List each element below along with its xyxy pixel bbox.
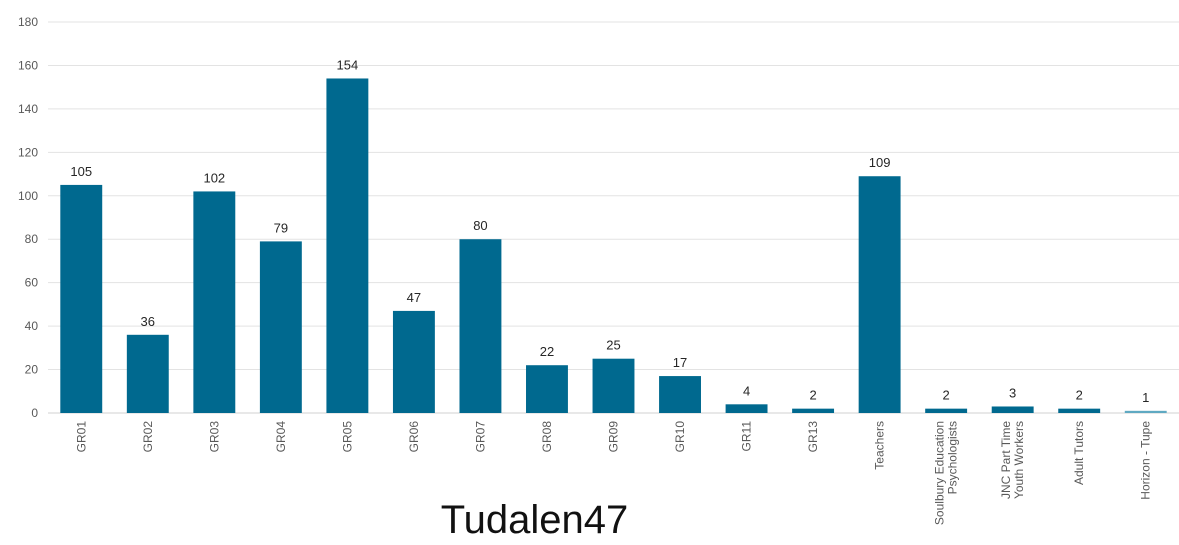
x-category-label: Horizon - Tupe xyxy=(1139,421,1153,500)
data-label: 2 xyxy=(943,388,950,403)
bars xyxy=(60,78,1167,413)
bar-gr09 xyxy=(592,358,635,413)
y-tick-label: 140 xyxy=(18,102,38,116)
data-label: 2 xyxy=(809,388,816,403)
x-category-label: JNC Part Time Youth Workers xyxy=(999,421,1026,499)
x-category-label-line: GR04 xyxy=(274,421,288,453)
page-watermark: Tudalen47 xyxy=(0,500,1179,540)
x-category-label: GR01 xyxy=(74,421,88,453)
data-label: 2 xyxy=(1076,388,1083,403)
y-tick-label: 160 xyxy=(18,58,38,72)
y-tick-label: 20 xyxy=(25,363,39,377)
x-category-label-line: Youth Workers xyxy=(1012,421,1026,499)
gridlines xyxy=(48,21,1179,414)
x-category-label-line: GR10 xyxy=(673,421,687,453)
bar-gr01 xyxy=(60,184,103,413)
data-label: 79 xyxy=(274,220,288,235)
x-category-label: GR05 xyxy=(340,421,354,453)
x-category-label: Teachers xyxy=(873,421,887,470)
x-category-label-line: GR13 xyxy=(806,421,820,453)
x-category-label: GR13 xyxy=(806,421,820,453)
x-category-label: Soulbury Education Psychologists xyxy=(933,421,960,525)
x-category-label: Adult Tutors xyxy=(1072,421,1086,485)
x-category-label-line: Teachers xyxy=(873,421,887,470)
y-tick-label: 0 xyxy=(31,406,38,420)
data-label: 1 xyxy=(1142,390,1149,405)
x-category-label: GR06 xyxy=(407,421,421,453)
bar-gr06 xyxy=(392,310,435,413)
x-category-label-line: GR11 xyxy=(740,421,754,452)
data-label: 36 xyxy=(141,314,155,329)
x-category-label: GR11 xyxy=(740,421,754,452)
x-category-label: GR08 xyxy=(540,421,554,453)
x-axis-category-labels: GR01 GR02 GR03 GR04 GR05 GR06 GR07 GR08 GR09 GR10… xyxy=(74,421,1152,525)
bar-gr13 xyxy=(792,408,835,413)
y-tick-label: 180 xyxy=(18,15,38,29)
x-category-label-line: GR08 xyxy=(540,421,554,453)
data-label: 3 xyxy=(1009,385,1016,400)
y-tick-label: 120 xyxy=(18,145,38,159)
data-label: 17 xyxy=(673,355,687,370)
x-category-label: GR04 xyxy=(274,421,288,453)
bar-gr03 xyxy=(193,191,236,413)
data-labels: 105 36 102 79 154 47 80 22 25 17 4 2 109 2 3 2 1 xyxy=(70,57,1149,404)
bar-gr02 xyxy=(126,334,169,413)
bar-gr04 xyxy=(259,241,302,413)
x-category-label: GR03 xyxy=(207,421,221,453)
x-category-label-line: Psychologists xyxy=(946,421,960,494)
y-axis-tick-labels: 0 20 40 60 80 100 120 140 160 180 xyxy=(18,15,38,420)
bar-gr08 xyxy=(526,365,568,413)
x-category-label-line: GR07 xyxy=(473,421,487,453)
data-label: 22 xyxy=(540,344,554,359)
y-tick-label: 60 xyxy=(25,276,39,290)
x-category-label-line: JNC Part Time xyxy=(999,421,1013,499)
data-label: 102 xyxy=(203,170,225,185)
x-category-label-line: GR05 xyxy=(340,421,354,453)
bar-jnc-part-time-youth-workers xyxy=(991,406,1034,413)
data-label: 105 xyxy=(70,164,92,179)
bar-gr11 xyxy=(725,404,768,413)
x-category-label-line: GR02 xyxy=(141,421,155,453)
x-category-label: GR09 xyxy=(607,421,621,453)
x-category-label-line: Adult Tutors xyxy=(1072,421,1086,485)
bar-soulbury-education-psychologists xyxy=(925,408,968,413)
data-label: 25 xyxy=(606,338,620,353)
x-category-label-line: GR06 xyxy=(407,421,421,453)
x-category-label-line: GR09 xyxy=(607,421,621,453)
bar-horizon-tupe xyxy=(1124,410,1167,413)
watermark-text: Tudalen47 xyxy=(440,498,629,542)
bar-gr07 xyxy=(459,239,502,413)
y-tick-label: 80 xyxy=(25,232,39,246)
x-category-label: GR07 xyxy=(473,421,487,453)
bar-gr05 xyxy=(326,78,369,413)
x-category-label: GR02 xyxy=(141,421,155,453)
x-category-label-line: GR03 xyxy=(207,421,221,453)
bar-adult-tutors xyxy=(1058,408,1101,413)
data-label: 154 xyxy=(337,57,359,72)
bar-teachers xyxy=(858,176,901,413)
data-label: 109 xyxy=(869,155,891,170)
data-label: 80 xyxy=(473,218,487,233)
x-category-label-line: Horizon - Tupe xyxy=(1139,421,1153,500)
data-label: 47 xyxy=(407,290,421,305)
bar-gr10 xyxy=(659,376,701,413)
y-tick-label: 40 xyxy=(25,319,39,333)
data-label: 4 xyxy=(743,383,750,398)
x-category-label-line: Soulbury Education xyxy=(933,421,947,525)
x-category-label-line: GR01 xyxy=(74,421,88,453)
y-tick-label: 100 xyxy=(18,189,38,203)
x-category-label: GR10 xyxy=(673,421,687,453)
